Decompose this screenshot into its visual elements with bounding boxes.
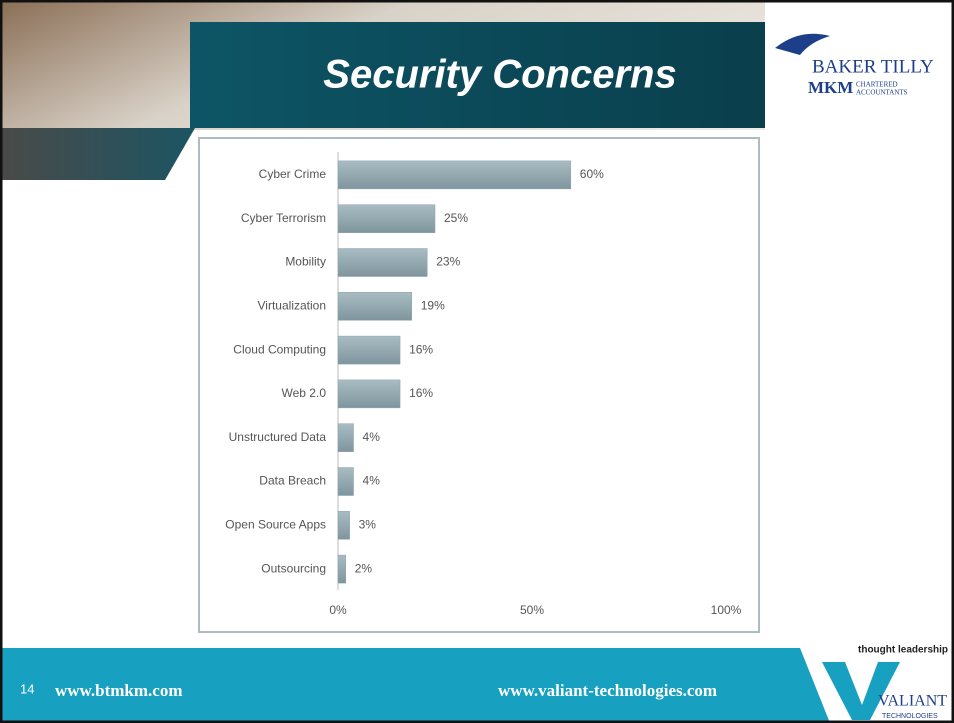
- y-tick-label: Web 2.0: [282, 386, 327, 400]
- y-tick-label: Data Breach: [259, 474, 326, 488]
- value-label: 16%: [409, 342, 433, 356]
- footer-url: www.valiant-technologies.com: [498, 681, 717, 700]
- vt-logo: [822, 662, 900, 720]
- logo-text: BAKER TILLY: [812, 56, 934, 77]
- x-tick-label: 100%: [711, 603, 742, 617]
- value-label: 19%: [421, 298, 445, 312]
- bar: [337, 423, 354, 452]
- y-tick-label: Outsourcing: [261, 561, 326, 575]
- y-tick-label: Virtualization: [258, 298, 326, 312]
- y-tick-label: Mobility: [285, 255, 326, 269]
- brand: VALIANT: [878, 693, 947, 710]
- bar: [337, 160, 572, 190]
- chart-frame: [198, 137, 760, 633]
- logo-text: CHARTERED: [856, 81, 898, 89]
- bar: [337, 292, 412, 321]
- footer-band: [0, 648, 954, 723]
- slide-number: 14: [20, 681, 34, 696]
- y-tick-label: Unstructured Data: [229, 430, 327, 444]
- value-label: 60%: [580, 167, 604, 181]
- slide-title: Security Concerns: [323, 53, 676, 97]
- value-label: 4%: [363, 430, 381, 444]
- x-tick-label: 50%: [520, 603, 544, 617]
- bar: [337, 204, 436, 233]
- x-tick-label: 0%: [329, 603, 347, 617]
- logo-text: ACCOUNTANTS: [856, 89, 908, 97]
- title-banner: [190, 22, 765, 128]
- value-label: 2%: [355, 561, 373, 575]
- bar: [337, 335, 401, 365]
- logo-area: [765, 0, 954, 130]
- value-label: 4%: [363, 474, 381, 488]
- bar: [337, 379, 401, 409]
- value-label: 25%: [444, 211, 468, 225]
- logo-text: MKM: [808, 78, 853, 97]
- y-tick-label: Open Source Apps: [225, 517, 326, 531]
- tagline: thought leadership .: [858, 645, 954, 656]
- y-tick-label: Cloud Computing: [233, 342, 326, 356]
- brand-sub: TECHNOLOGIES: [882, 713, 938, 720]
- y-tick-label: Cyber Terrorism: [241, 211, 326, 225]
- bar: [337, 467, 354, 496]
- y-tick-label: Cyber Crime: [259, 167, 327, 181]
- header-accent: [0, 128, 195, 180]
- value-label: 3%: [359, 517, 377, 531]
- bar: [337, 511, 350, 540]
- value-label: 23%: [436, 255, 460, 269]
- value-label: 16%: [409, 386, 433, 400]
- bar: [337, 554, 347, 584]
- bar: [337, 248, 428, 277]
- footer-url: www.btmkm.com: [55, 681, 183, 700]
- logo-bird: [775, 33, 830, 55]
